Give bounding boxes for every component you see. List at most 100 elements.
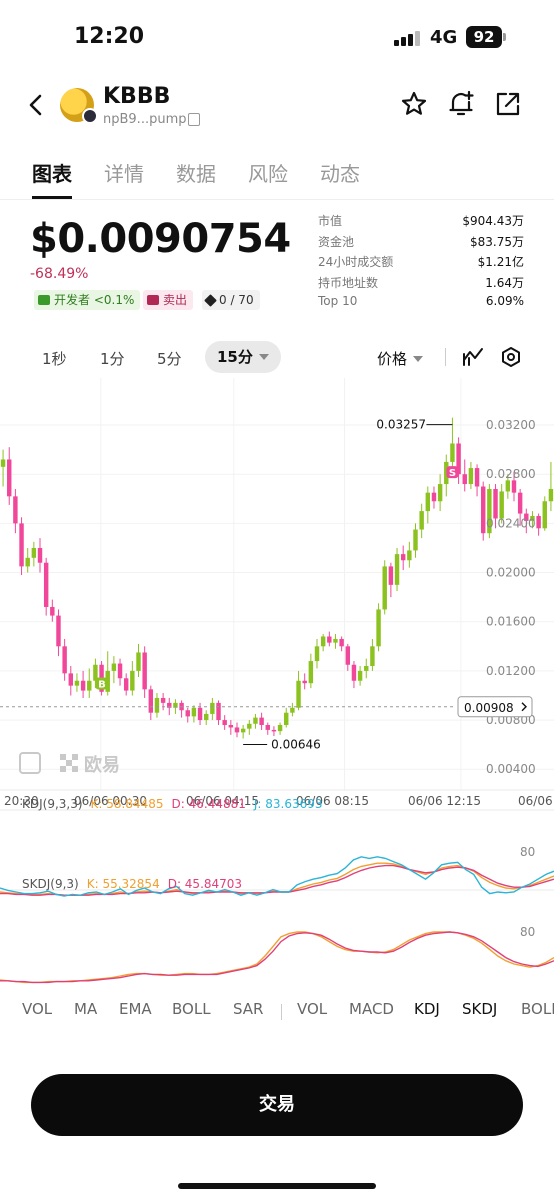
candle-down (431, 492, 437, 502)
wallet-icon (147, 295, 159, 305)
indicator-value: D: 46.44881 (172, 797, 246, 811)
token-address: npB9...pump (103, 112, 187, 127)
diamond-icon (204, 294, 217, 307)
current-price-box (457, 696, 533, 718)
indicator-ma[interactable]: MA (74, 1000, 98, 1018)
candle-up (468, 468, 474, 485)
home-indicator (178, 1183, 376, 1189)
x-tick-label: 06/06 00:30 (74, 794, 147, 808)
candle-down (400, 554, 406, 561)
code-icon (38, 295, 50, 305)
trade-button[interactable]: 交易 (31, 1074, 523, 1136)
indicator-sar[interactable]: SAR (233, 1000, 264, 1018)
timeframe-1s[interactable]: 1秒 (42, 350, 67, 368)
candle-up (240, 728, 246, 733)
count-badge[interactable]: 0 / 70 (202, 290, 260, 310)
share-icon[interactable] (494, 90, 522, 118)
indicator-kdj[interactable]: KDJ (414, 1000, 440, 1018)
candle-down (216, 702, 221, 721)
indicator-header: SKDJ(9,3) K: 55.32854 D: 45.84703 (22, 877, 242, 891)
indicator-sub-boll[interactable]: BOLL (521, 1000, 554, 1018)
indicator-skdj[interactable]: SKDJ (462, 1000, 498, 1018)
token-logo (60, 88, 98, 124)
y-tick-label: 0.02400 (486, 516, 536, 530)
settings-icon[interactable] (500, 346, 522, 368)
indicator-sub-vol[interactable]: VOL (297, 1000, 328, 1018)
candle-down (80, 680, 86, 691)
y-tick-label: 0.02800 (486, 467, 536, 481)
buy-marker-label: B (98, 679, 106, 690)
battery-tip (503, 33, 506, 41)
star-icon[interactable] (400, 90, 428, 118)
indicator-ema[interactable]: EMA (119, 1000, 152, 1018)
candle-down (302, 680, 307, 684)
y-tick-label: 0.00400 (486, 762, 536, 776)
timeframe-5m[interactable]: 5分 (157, 350, 182, 368)
chart-toolbar: 1秒 1分 5分 15分 价格 (0, 340, 554, 374)
developer-badge-label: 开发者 <0.1% (54, 293, 135, 307)
y-tick-label: 0.01600 (486, 615, 536, 629)
detail-tabs: 图表 详情 数据 风险 动态 (0, 150, 554, 200)
price-type-label: 价格 (377, 350, 408, 368)
developer-badge[interactable]: 开发者 <0.1% (34, 290, 141, 310)
chain-badge-icon (82, 108, 98, 124)
y-tick-label: 0.01200 (486, 664, 536, 678)
battery-icon: 92 (466, 26, 502, 48)
current-price-label: 0.00908 (464, 701, 514, 715)
candle-up (296, 680, 301, 708)
indicator-macd[interactable]: MACD (349, 1000, 394, 1018)
tab-risk[interactable]: 风险 (248, 162, 288, 186)
candle-down (493, 488, 498, 519)
candle-up (499, 491, 504, 519)
stat-value: $1.21亿 (477, 255, 524, 270)
price-type-select[interactable]: 价格 (377, 348, 424, 369)
timeframe-15m[interactable]: 15分 (205, 341, 281, 373)
candle-up (284, 712, 289, 725)
stat-top10: Top 10 6.09% (318, 294, 524, 315)
candle-up (505, 480, 511, 492)
candle-up (210, 702, 215, 714)
stat-liquidity: 资金池 $83.75万 (318, 233, 524, 254)
candle-up (370, 646, 375, 666)
price-alert-icon[interactable] (447, 90, 475, 118)
timeframe-1m[interactable]: 1分 (100, 350, 125, 368)
chevron-down-icon (413, 356, 424, 362)
indicator-value: K: 58.84485 (91, 797, 164, 811)
candle-down (50, 606, 55, 616)
candle-up (111, 663, 117, 671)
indicator-vol[interactable]: VOL (22, 1000, 53, 1018)
candle-up (25, 557, 30, 567)
indicator-boll[interactable]: BOLL (172, 1000, 211, 1018)
candle-down (536, 516, 541, 529)
indicator-icon[interactable] (462, 346, 484, 368)
back-icon[interactable] (24, 92, 50, 118)
candle-down (388, 566, 394, 585)
candle-down (68, 673, 74, 686)
candle-up (437, 484, 443, 502)
candle-up (444, 461, 449, 485)
tab-details[interactable]: 详情 (104, 162, 144, 186)
candle-up (320, 636, 326, 647)
candle-down (7, 459, 12, 497)
candle-down (117, 663, 123, 679)
chevron-right-icon (521, 702, 527, 712)
candle-down (462, 474, 467, 485)
candle-up (203, 713, 209, 721)
tab-data[interactable]: 数据 (176, 162, 216, 186)
status-time: 12:20 (74, 24, 145, 49)
indicator-value: SKDJ(9,3) (22, 877, 79, 891)
copy-icon[interactable] (188, 113, 200, 126)
stat-volume-24h: 24小时成交额 $1.21亿 (318, 253, 524, 274)
stat-label: 市值 (318, 214, 343, 228)
candle-up (394, 554, 400, 585)
tab-chart[interactable]: 图表 (32, 162, 72, 186)
tab-activity[interactable]: 动态 (320, 162, 360, 186)
sold-badge[interactable]: 卖出 (143, 290, 194, 310)
candle-down (142, 652, 147, 690)
stat-label: 资金池 (318, 234, 355, 249)
indicator-value: KDJ(9,3,3) (22, 797, 83, 811)
chart-grid (0, 378, 554, 891)
price-chart[interactable]: 欧易 0.032000.028000.024000.020000.016000.… (0, 378, 554, 998)
candle-up (542, 501, 547, 529)
candle-up (376, 609, 381, 647)
